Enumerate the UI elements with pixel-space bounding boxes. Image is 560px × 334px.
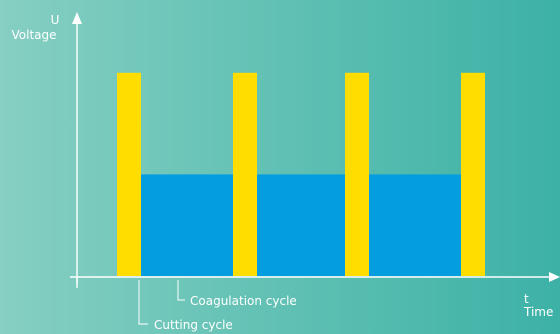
cutting-pulse-2 [233, 72, 257, 276]
chart-labels: U Voltage t Time Coagulation cycle Cutti… [11, 13, 553, 332]
cutting-pulse-3 [345, 72, 369, 276]
coagulation-cycle-label: Coagulation cycle [190, 294, 297, 308]
y-axis-label: Voltage [11, 28, 56, 42]
chart-axes [70, 12, 560, 288]
y-axis-arrow-icon [72, 12, 82, 24]
y-axis-symbol: U [51, 13, 60, 27]
coagulation-leader-line [177, 280, 185, 301]
coagulation-pulse-3 [369, 174, 461, 276]
x-axis-arrow-icon [549, 272, 560, 282]
cutting-leader-line [138, 280, 148, 325]
cutting-cycle-label: Cutting cycle [154, 318, 233, 332]
coagulation-pulse-2 [257, 174, 345, 276]
coagulation-pulse-1 [141, 174, 233, 276]
annotation-leaders [138, 280, 185, 325]
cutting-pulse-1 [117, 72, 141, 276]
x-axis-label: Time [523, 305, 553, 319]
x-axis-symbol: t [524, 292, 529, 306]
chart-bars [117, 72, 485, 276]
cutting-pulse-4 [461, 72, 485, 276]
